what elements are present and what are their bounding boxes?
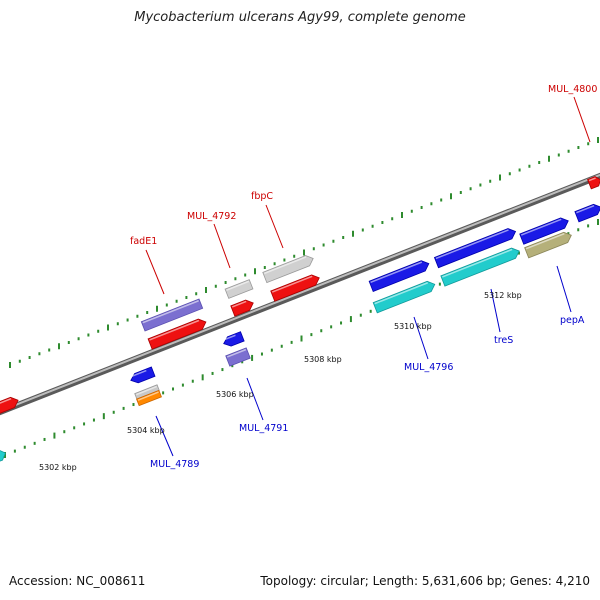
label-leader-lines (145, 96, 591, 457)
gene-labels-top: fadE1 MUL_4792 fbpC MUL_4800 (130, 84, 597, 247)
gene-labels-bottom: MUL_4789 MUL_4791 MUL_4796 treS pepA (150, 315, 585, 470)
gene-grey-small-highlight (135, 385, 157, 396)
gene-blue-3[interactable] (519, 216, 571, 245)
gene-label-mul-4792[interactable]: MUL_4792 (187, 211, 236, 222)
gene-mul-4792[interactable] (230, 298, 255, 317)
leader-pepA (556, 265, 572, 313)
gene-mul-4791-shape[interactable] (225, 347, 251, 367)
gene-fadE1-box-highlight (142, 300, 199, 324)
gene-blue-small-1-shape[interactable] (222, 331, 245, 349)
gene-treS-shape[interactable] (440, 246, 521, 287)
gene-blue-2-highlight (435, 229, 509, 260)
scale-labels: 5302 kbp 5304 kbp 5306 kbp 5308 kbp 5310… (39, 291, 522, 472)
gene-cyan-left[interactable] (0, 448, 7, 465)
scale-label-5304: 5304 kbp (127, 426, 165, 435)
gene-label-treS[interactable]: treS (494, 335, 513, 346)
leader-mul-4796 (413, 316, 429, 360)
gene-red-1[interactable] (147, 317, 208, 350)
gene-label-mul-4800[interactable]: MUL_4800 (548, 84, 597, 95)
gene-grey-2[interactable] (262, 253, 315, 284)
scale-label-5306: 5306 kbp (216, 390, 254, 399)
gene-blue-small-1-highlight (223, 334, 236, 341)
gene-blue-3-highlight (520, 218, 562, 236)
gene-mul-4796-highlight (374, 282, 429, 305)
scale-label-5312: 5312 kbp (484, 291, 522, 300)
gene-cyan-left-shape[interactable] (0, 448, 7, 465)
gene-blue-small-2-shape[interactable] (129, 366, 156, 385)
leader-fadE1 (145, 249, 165, 295)
gene-mul-4791-highlight (226, 348, 247, 358)
gene-mul-4791[interactable] (225, 347, 251, 367)
gene-blue-small-2[interactable] (129, 366, 156, 385)
gene-features (0, 176, 600, 465)
gene-blue-4[interactable] (574, 202, 600, 223)
gene-label-mul-4791[interactable]: MUL_4791 (239, 423, 288, 434)
gene-mul-4792-highlight (231, 300, 247, 308)
gene-fbpC[interactable] (270, 273, 322, 302)
gene-fbpC-highlight (271, 275, 313, 293)
gene-mul-4789-highlight (137, 391, 159, 401)
gene-blue-4-shape[interactable] (574, 202, 600, 223)
gene-grey-1-highlight (226, 280, 250, 291)
gene-mul-4796-shape[interactable] (372, 279, 437, 314)
leader-mul-4789 (155, 415, 174, 457)
gene-blue-small-2-highlight (130, 369, 147, 378)
genome-backbone (0, 172, 600, 416)
leader-mul-4791 (246, 377, 264, 421)
scale-label-5308: 5308 kbp (304, 355, 342, 364)
leader-treS (490, 288, 501, 333)
genome-summary-text: Topology: circular; Length: 5,631,606 bp… (260, 574, 590, 588)
gene-label-pepA[interactable]: pepA (560, 315, 585, 326)
gene-fbpC-shape[interactable] (270, 273, 322, 302)
gene-red-1-highlight (149, 319, 200, 341)
gene-blue-1-highlight (370, 261, 423, 283)
gene-fadE1-box[interactable] (140, 298, 204, 332)
gene-red-left[interactable] (0, 395, 20, 416)
gene-treS-highlight (442, 248, 513, 278)
gene-blue-1-shape[interactable] (368, 259, 431, 292)
gene-blue-1[interactable] (368, 259, 431, 292)
scale-label-5310: 5310 kbp (394, 322, 432, 331)
gene-grey-2-highlight (263, 256, 307, 275)
gene-mul-4796[interactable] (372, 279, 437, 314)
gene-label-mul-4796[interactable]: MUL_4796 (404, 362, 453, 373)
gene-red-1-shape[interactable] (147, 317, 208, 350)
gene-red-left-shape[interactable] (0, 395, 20, 416)
gene-pepA-highlight (525, 232, 565, 250)
gene-red-left-highlight (0, 398, 12, 407)
gene-grey-1-shape[interactable] (224, 279, 254, 299)
gene-grey-2-shape[interactable] (262, 253, 315, 284)
scale-label-5302: 5302 kbp (39, 463, 77, 472)
leader-mul-4800 (573, 96, 591, 143)
tick-track-top (9, 137, 599, 368)
gene-label-mul-4789[interactable]: MUL_4789 (150, 459, 199, 470)
gene-blue-3-shape[interactable] (519, 216, 571, 245)
gene-treS[interactable] (440, 246, 521, 287)
leader-mul-4792 (213, 223, 231, 269)
gene-fadE1-box-shape[interactable] (140, 298, 204, 332)
gene-blue-4-highlight (576, 205, 595, 214)
gene-mul-4792-shape[interactable] (230, 298, 255, 317)
gene-pepA-shape[interactable] (524, 230, 574, 259)
gene-blue-2[interactable] (433, 226, 517, 269)
gene-grey-1[interactable] (224, 279, 254, 299)
gene-blue-2-shape[interactable] (433, 226, 517, 269)
gene-label-fbpC[interactable]: fbpC (251, 191, 273, 202)
gene-label-fadE1[interactable]: fadE1 (130, 236, 157, 247)
gene-mul-4800-highlight (588, 177, 596, 182)
map-title: Mycobacterium ulcerans Agy99, complete g… (134, 10, 466, 25)
gene-pepA[interactable] (524, 230, 574, 259)
accession-text: Accession: NC_008611 (9, 574, 146, 588)
gene-mul-4789[interactable] (136, 389, 162, 407)
gene-blue-small-1[interactable] (222, 331, 245, 349)
leader-fbpC (265, 204, 284, 249)
